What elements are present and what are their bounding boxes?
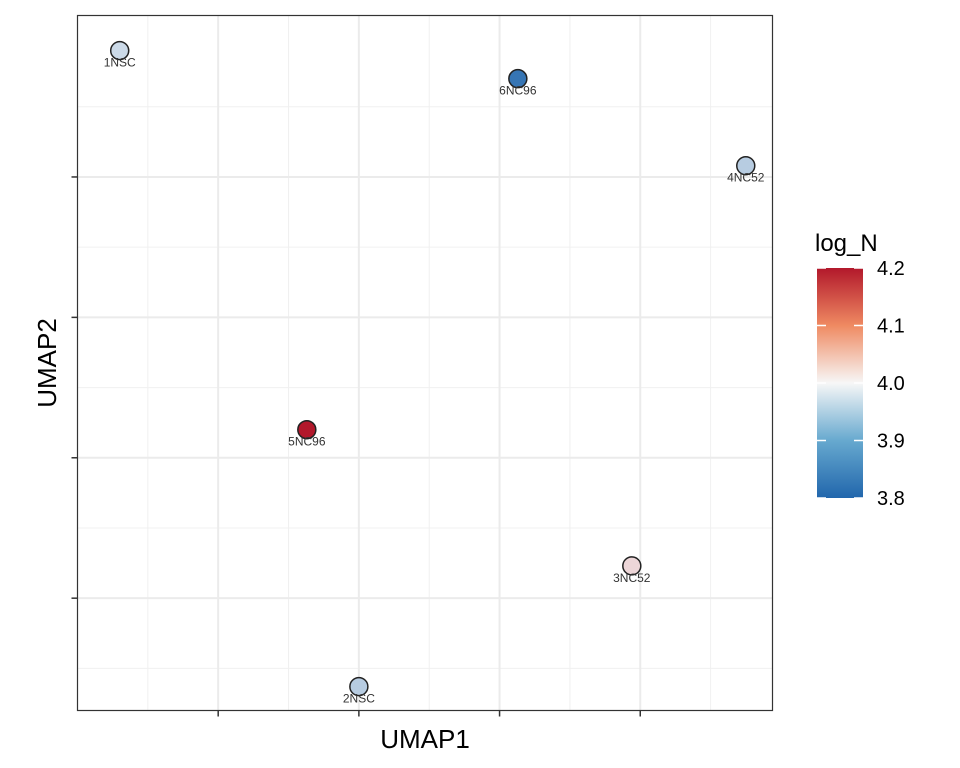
colorbar-legend: log_N 3.8 3.9 4.0 4.1 4.2 [815,230,905,510]
point-label: 4NC52 [727,171,765,185]
colorbar-ticks: 3.8 3.9 4.0 4.1 4.2 [817,258,905,510]
plot-panel-background [77,15,773,711]
point-label: 3NC52 [613,571,651,585]
major-grid [77,15,773,711]
data-point [622,556,642,576]
data-point [508,68,528,89]
colorbar-tick-label: 3.8 [877,488,905,510]
minor-grid [77,15,773,711]
colorbar-title: log_N [815,230,878,257]
data-point [109,40,130,61]
colorbar-tick-label: 4.2 [877,258,905,280]
point-label: 2NSC [343,692,375,706]
data-point [297,419,317,440]
colorbar-tick-label: 4.1 [877,316,905,338]
y-axis-title: UMAP2 [32,318,62,408]
data-point [349,676,369,697]
data-points: 1NSC 6NC96 4NC52 5NC96 3NC52 2NSC [104,40,765,706]
point-label: 6NC96 [499,84,537,98]
point-label: 5NC96 [288,435,326,449]
colorbar-tick-label: 3.9 [877,431,905,453]
plot-panel-border [76,14,774,712]
x-axis-title: UMAP1 [380,724,470,754]
point-label: 1NSC [104,56,136,70]
axis-ticks [71,176,642,717]
data-point [736,155,756,176]
colorbar-tick-label: 4.0 [877,373,905,395]
